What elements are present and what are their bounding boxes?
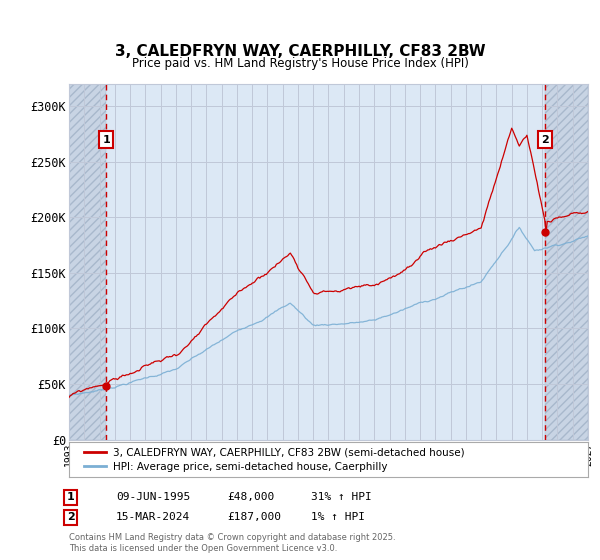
Bar [545,84,588,440]
Text: 2: 2 [542,134,549,144]
Text: 1: 1 [67,492,74,502]
Text: 31% ↑ HPI: 31% ↑ HPI [311,492,371,502]
Text: 3, CALEDFRYN WAY, CAERPHILLY, CF83 2BW: 3, CALEDFRYN WAY, CAERPHILLY, CF83 2BW [115,44,485,59]
Text: £187,000: £187,000 [227,512,281,522]
Text: 1% ↑ HPI: 1% ↑ HPI [311,512,365,522]
Bar [69,84,106,440]
Text: 2: 2 [67,512,74,522]
Text: 15-MAR-2024: 15-MAR-2024 [116,512,190,522]
Text: Price paid vs. HM Land Registry's House Price Index (HPI): Price paid vs. HM Land Registry's House … [131,57,469,71]
Legend: 3, CALEDFRYN WAY, CAERPHILLY, CF83 2BW (semi-detached house), HPI: Average price: 3, CALEDFRYN WAY, CAERPHILLY, CF83 2BW (… [79,444,469,476]
Text: 1: 1 [103,134,110,144]
Text: 09-JUN-1995: 09-JUN-1995 [116,492,190,502]
Text: £48,000: £48,000 [227,492,274,502]
Text: Contains HM Land Registry data © Crown copyright and database right 2025.
This d: Contains HM Land Registry data © Crown c… [69,533,395,553]
